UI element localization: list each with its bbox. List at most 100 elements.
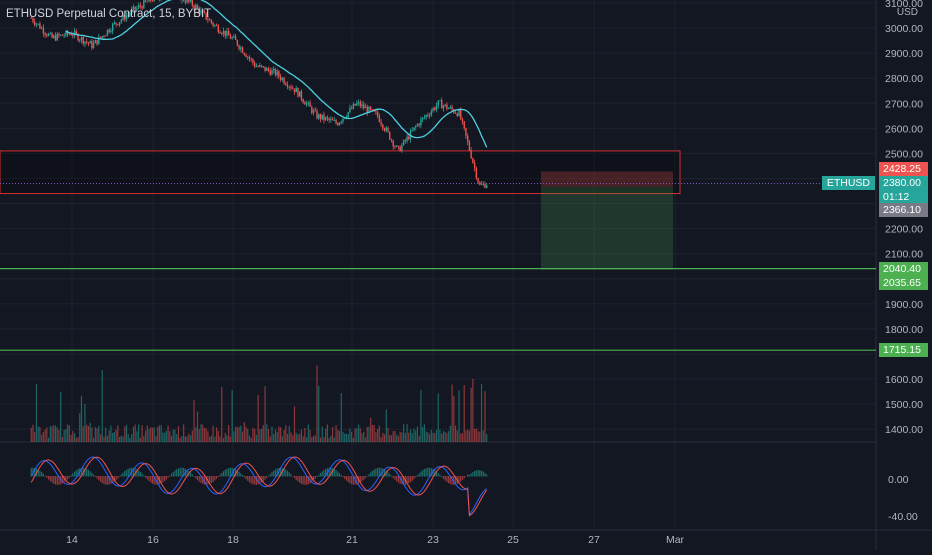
candle-body [186, 0, 188, 3]
oscillator-histogram-bar [195, 476, 197, 479]
volume-bar [267, 428, 270, 442]
volume-bar [80, 395, 83, 442]
volume-bar [382, 432, 384, 442]
candle-body [470, 150, 472, 159]
candle-body [361, 104, 363, 107]
volume-bar [397, 436, 400, 442]
volume-bar [125, 424, 128, 442]
volume-bar [203, 428, 206, 442]
oscillator-histogram-bar [92, 474, 95, 477]
volume-bar [241, 431, 244, 442]
oscillator-histogram-bar [292, 475, 294, 477]
price-tick-label: 1600.00 [885, 374, 923, 386]
volume-bar [136, 431, 138, 442]
moving-average-line [65, 0, 488, 148]
candle-body [356, 102, 358, 106]
candle-body [293, 88, 296, 93]
oscillator-histogram-bar [162, 476, 164, 483]
volume-bar [86, 424, 88, 442]
volume-bar [460, 433, 462, 442]
oscillator-histogram-bar [157, 476, 159, 485]
oscillator-histogram-bar [413, 476, 415, 480]
candle-body [205, 12, 207, 20]
volume-bar [32, 424, 34, 442]
oscillator-histogram-bar [338, 473, 341, 477]
candle-body [344, 118, 346, 119]
volume-bar [349, 428, 351, 442]
oscillator-histogram-bar [68, 476, 70, 478]
candle-body [285, 83, 287, 85]
volume-bar [146, 425, 148, 442]
oscillator-histogram-bar [312, 476, 315, 481]
volume-bar [165, 430, 167, 442]
price-tick-label: 1900.00 [885, 299, 923, 311]
volume-bar [144, 430, 147, 442]
oscillator-histogram-bar [46, 476, 48, 478]
candle-body [395, 145, 398, 147]
oscillator-histogram-bar [105, 476, 107, 485]
volume-bar [363, 431, 365, 442]
volume-bar [325, 428, 327, 442]
oscillator-histogram-bar [345, 476, 348, 481]
oscillator-histogram-bar [470, 473, 472, 477]
oscillator-histogram-bar [347, 476, 349, 483]
candle-body [56, 33, 58, 41]
volume-bar [486, 434, 488, 442]
volume-bar [157, 426, 159, 442]
price-tick-label: 3000.00 [885, 23, 923, 35]
volume-bar [380, 437, 382, 442]
price-tick-label: 2100.00 [885, 249, 923, 261]
volume-bar [418, 435, 420, 442]
oscillator-histogram-bar [415, 476, 417, 478]
candle-body [366, 106, 368, 113]
volume-bar [280, 427, 282, 442]
volume-bar [259, 429, 261, 442]
oscillator-histogram-bar [472, 472, 474, 477]
candle-body [333, 120, 336, 122]
oscillator-histogram-bar [416, 475, 419, 477]
volume-bar [222, 437, 225, 442]
volume-bar [181, 435, 183, 442]
volume-bar [60, 392, 62, 442]
oscillator-histogram-bar [439, 474, 441, 477]
candle-body [456, 113, 458, 116]
oscillator-histogram-bar [352, 476, 354, 485]
volume-bar [456, 430, 458, 442]
oscillator-histogram-bar [364, 476, 367, 479]
candle-body [150, 0, 152, 1]
volume-bar [470, 387, 472, 442]
candle-body [486, 185, 488, 188]
candle-body [89, 41, 91, 44]
oscillator-histogram-bar [269, 473, 271, 477]
candle-body [389, 131, 391, 140]
volume-bar [338, 431, 341, 442]
candle-body [144, 0, 147, 2]
oscillator-histogram-bar [304, 476, 306, 485]
volume-bar [54, 425, 57, 442]
candle-body [423, 117, 426, 119]
candle-body [264, 66, 266, 71]
volume-bar [467, 429, 469, 442]
oscillator-histogram-bar [212, 476, 214, 482]
candle-body [305, 103, 308, 105]
oscillator-histogram-bar [72, 473, 74, 477]
candle-body [387, 127, 389, 132]
oscillator-histogram-bar [396, 476, 398, 482]
volume-bar [387, 427, 389, 442]
candle-body [153, 0, 155, 1]
candle-body [375, 111, 377, 113]
price-axis-unit: USD [896, 7, 918, 18]
price-tick-label: 2800.00 [885, 73, 923, 85]
volume-bar [96, 428, 98, 442]
volume-bar [281, 436, 283, 442]
candle-body [316, 110, 318, 119]
volume-bar [319, 437, 322, 442]
oscillator-histogram-bar [186, 469, 188, 477]
candle-body [70, 34, 72, 36]
candle-body [324, 117, 327, 120]
oscillator-histogram-bar [330, 467, 332, 477]
volume-bar [112, 432, 114, 442]
oscillator-histogram-bar [278, 467, 280, 477]
